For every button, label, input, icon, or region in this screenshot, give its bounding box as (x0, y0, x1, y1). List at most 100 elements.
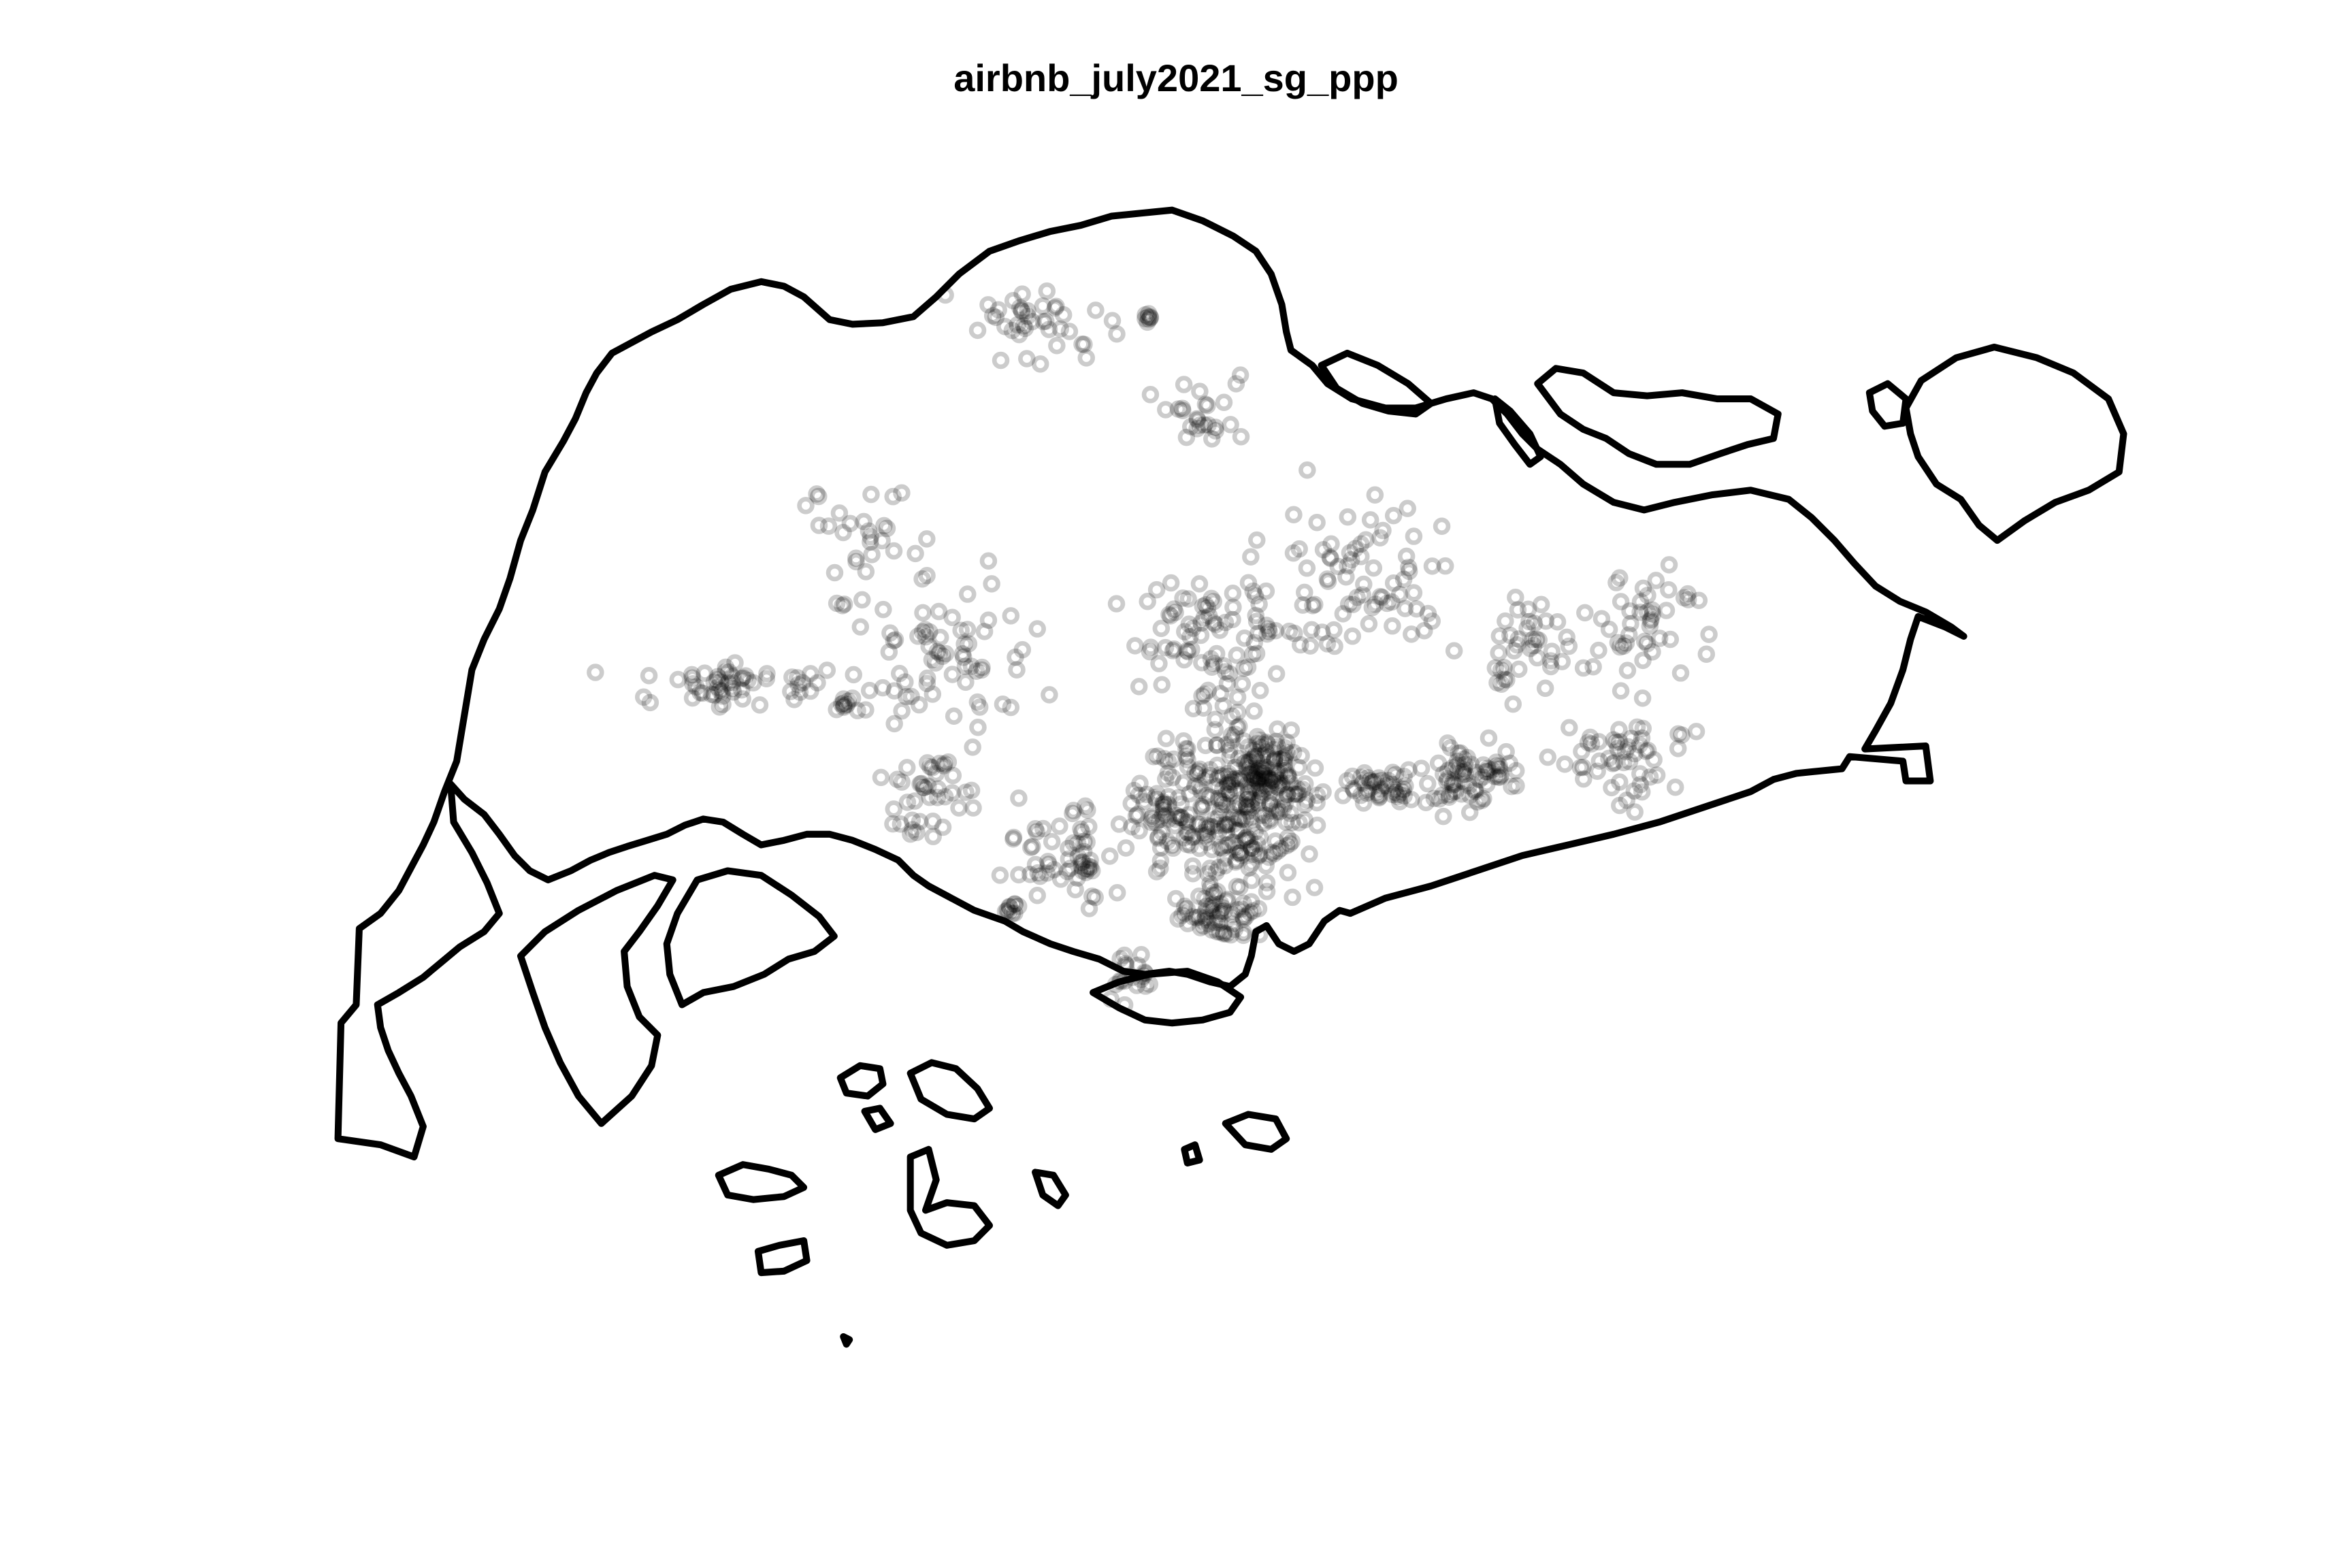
listing-point (1403, 625, 1420, 643)
listing-point (1166, 817, 1183, 835)
listing-point (1198, 833, 1216, 851)
listing-point (1000, 898, 1018, 915)
listing-points (587, 282, 1718, 1014)
listing-point (1134, 967, 1152, 985)
listing-point (1383, 593, 1401, 611)
listing-point (1165, 600, 1183, 618)
listing-point (1389, 787, 1407, 806)
listing-point (1257, 758, 1275, 777)
listing-point (973, 661, 991, 679)
listing-point (1150, 655, 1168, 672)
listing-point (1146, 789, 1164, 806)
listing-point (1207, 863, 1225, 881)
listing-point (1519, 600, 1537, 618)
listing-point (1031, 355, 1049, 373)
listing-point (1211, 766, 1228, 784)
listing-point (723, 668, 741, 685)
listing-point (1296, 775, 1314, 793)
listing-point (1190, 575, 1209, 593)
listing-point (1461, 787, 1479, 804)
listing-point (1267, 768, 1285, 785)
listing-point (1634, 651, 1652, 670)
listing-point (1650, 630, 1669, 647)
listing-point (1010, 325, 1028, 344)
listing-point (1218, 925, 1235, 943)
listing-point (872, 768, 890, 787)
listing-point (1013, 301, 1030, 319)
listing-point (1571, 759, 1590, 777)
listing-point (1208, 923, 1226, 941)
listing-point (1645, 751, 1663, 768)
listing-point (1230, 749, 1248, 768)
listing-point (1198, 599, 1217, 617)
listing-point (1156, 795, 1173, 813)
listing-point (1524, 636, 1543, 655)
listing-point (1034, 312, 1053, 331)
listing-point (1266, 749, 1284, 767)
listing-point (1386, 781, 1403, 798)
listing-point (1203, 896, 1221, 915)
listing-point (1083, 862, 1101, 880)
listing-point (1222, 775, 1240, 794)
listing-point (1480, 729, 1498, 747)
listing-point (1355, 575, 1373, 593)
listing-point (1386, 766, 1405, 784)
listing-point (1600, 620, 1618, 638)
listing-point (1180, 806, 1198, 823)
listing-point (1190, 777, 1209, 795)
listing-point (1592, 610, 1611, 627)
listing-point (885, 542, 903, 560)
listing-point (1600, 749, 1618, 768)
listing-point (1395, 768, 1413, 785)
listing-point (1261, 795, 1279, 813)
listing-point (1488, 757, 1505, 775)
listing-point (1178, 642, 1196, 660)
listing-point (1245, 741, 1262, 760)
listing-point (1248, 835, 1267, 853)
listing-point (1244, 845, 1262, 864)
listing-point (1010, 866, 1028, 884)
listing-point (916, 621, 934, 638)
listing-point (1191, 382, 1209, 400)
listing-point (1220, 764, 1237, 783)
listing-point (1126, 637, 1144, 655)
listing-point (1156, 638, 1175, 657)
listing-point (1690, 591, 1708, 609)
listing-point (853, 591, 871, 609)
listing-point (714, 696, 732, 713)
listing-point (1175, 732, 1192, 750)
listing-point (1208, 756, 1226, 774)
listing-point (921, 623, 938, 641)
listing-point (924, 828, 942, 845)
listing-point (845, 666, 862, 684)
listing-point (1149, 828, 1167, 846)
listing-point (1239, 790, 1256, 808)
listing-point (1342, 551, 1360, 569)
listing-point (944, 766, 962, 785)
listing-point (1110, 815, 1128, 833)
listing-point (1666, 778, 1684, 796)
listing-point (1292, 747, 1310, 765)
listing-point (1313, 623, 1331, 641)
listing-point (1617, 634, 1635, 652)
listing-point (1218, 774, 1237, 791)
listing-point (1639, 741, 1657, 760)
listing-point (1548, 613, 1567, 631)
listing-point (1304, 597, 1322, 615)
listing-point (1238, 758, 1256, 776)
listing-point (1390, 793, 1409, 811)
listing-point (1196, 395, 1215, 413)
listing-point (1243, 798, 1261, 816)
listing-point (1609, 740, 1627, 757)
listing-point (1241, 759, 1259, 777)
listing-point (1276, 739, 1294, 757)
listing-point (1019, 302, 1036, 320)
listing-point (1205, 655, 1223, 672)
listing-point (1247, 779, 1264, 797)
listing-point (923, 651, 941, 669)
listing-point (1248, 734, 1266, 753)
listing-point (1403, 791, 1420, 808)
listing-point (1166, 604, 1184, 621)
listing-point (1197, 787, 1215, 804)
listing-point (1218, 796, 1236, 814)
